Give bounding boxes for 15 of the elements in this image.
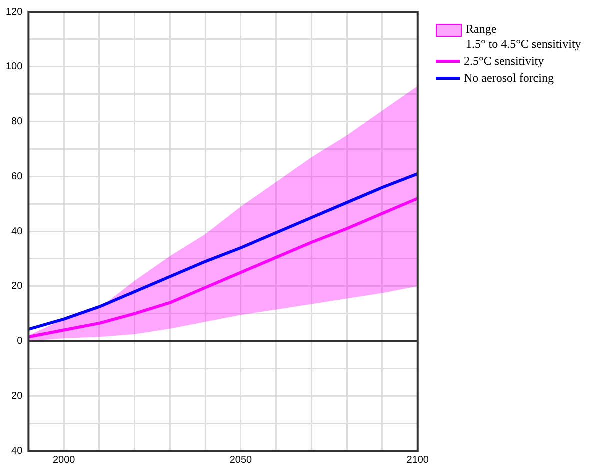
text: Range 1.5° to 4.5°C sensitivity (466, 22, 582, 52)
x-tick-label: 2100 (406, 454, 430, 466)
y-tick-label: 60 (12, 171, 24, 182)
x-tick-label: 2000 (52, 454, 76, 466)
y-tick-label: 100 (6, 62, 24, 73)
y-tick-label: 120 (6, 6, 24, 18)
x-tick-label: 2050 (230, 454, 253, 466)
legend-label: No aerosol forcing (464, 71, 554, 86)
y-tick-label: 20 (12, 390, 24, 402)
y-tick-label: 0 (17, 336, 24, 347)
legend-label: 2.5°C sensitivity (464, 54, 544, 69)
y-tick-label: 40 (12, 226, 24, 238)
y-tick-label: 20 (12, 281, 24, 292)
y-tick-label: 80 (12, 116, 24, 128)
y-tick-label: 40 (12, 446, 24, 457)
